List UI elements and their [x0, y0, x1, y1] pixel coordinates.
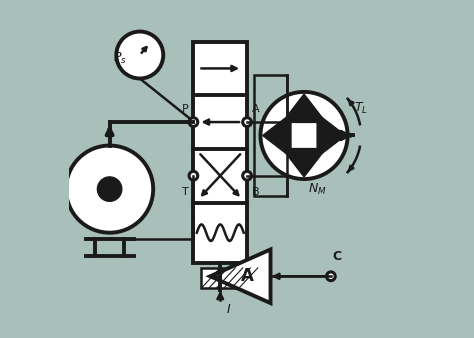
Bar — [201, 268, 239, 288]
Polygon shape — [263, 114, 291, 157]
Text: I: I — [227, 303, 231, 316]
Polygon shape — [210, 249, 271, 303]
Polygon shape — [317, 114, 346, 157]
Circle shape — [243, 118, 251, 126]
Circle shape — [327, 272, 335, 281]
Circle shape — [98, 177, 122, 201]
Polygon shape — [282, 94, 326, 122]
Circle shape — [189, 118, 198, 126]
Text: A: A — [252, 104, 259, 114]
Bar — [193, 42, 247, 263]
Circle shape — [189, 171, 198, 180]
Text: P: P — [182, 104, 189, 114]
Text: B: B — [252, 188, 259, 197]
Circle shape — [243, 171, 251, 180]
Text: T: T — [182, 188, 189, 197]
Text: $P_s$: $P_s$ — [113, 51, 127, 66]
Polygon shape — [282, 149, 326, 177]
Circle shape — [66, 146, 153, 233]
Text: $T_L$: $T_L$ — [355, 100, 368, 116]
Text: C: C — [333, 249, 342, 263]
Circle shape — [261, 92, 347, 179]
Text: $N_M$: $N_M$ — [309, 182, 327, 197]
Bar — [254, 75, 287, 196]
Circle shape — [116, 31, 163, 78]
Text: A: A — [241, 267, 254, 285]
